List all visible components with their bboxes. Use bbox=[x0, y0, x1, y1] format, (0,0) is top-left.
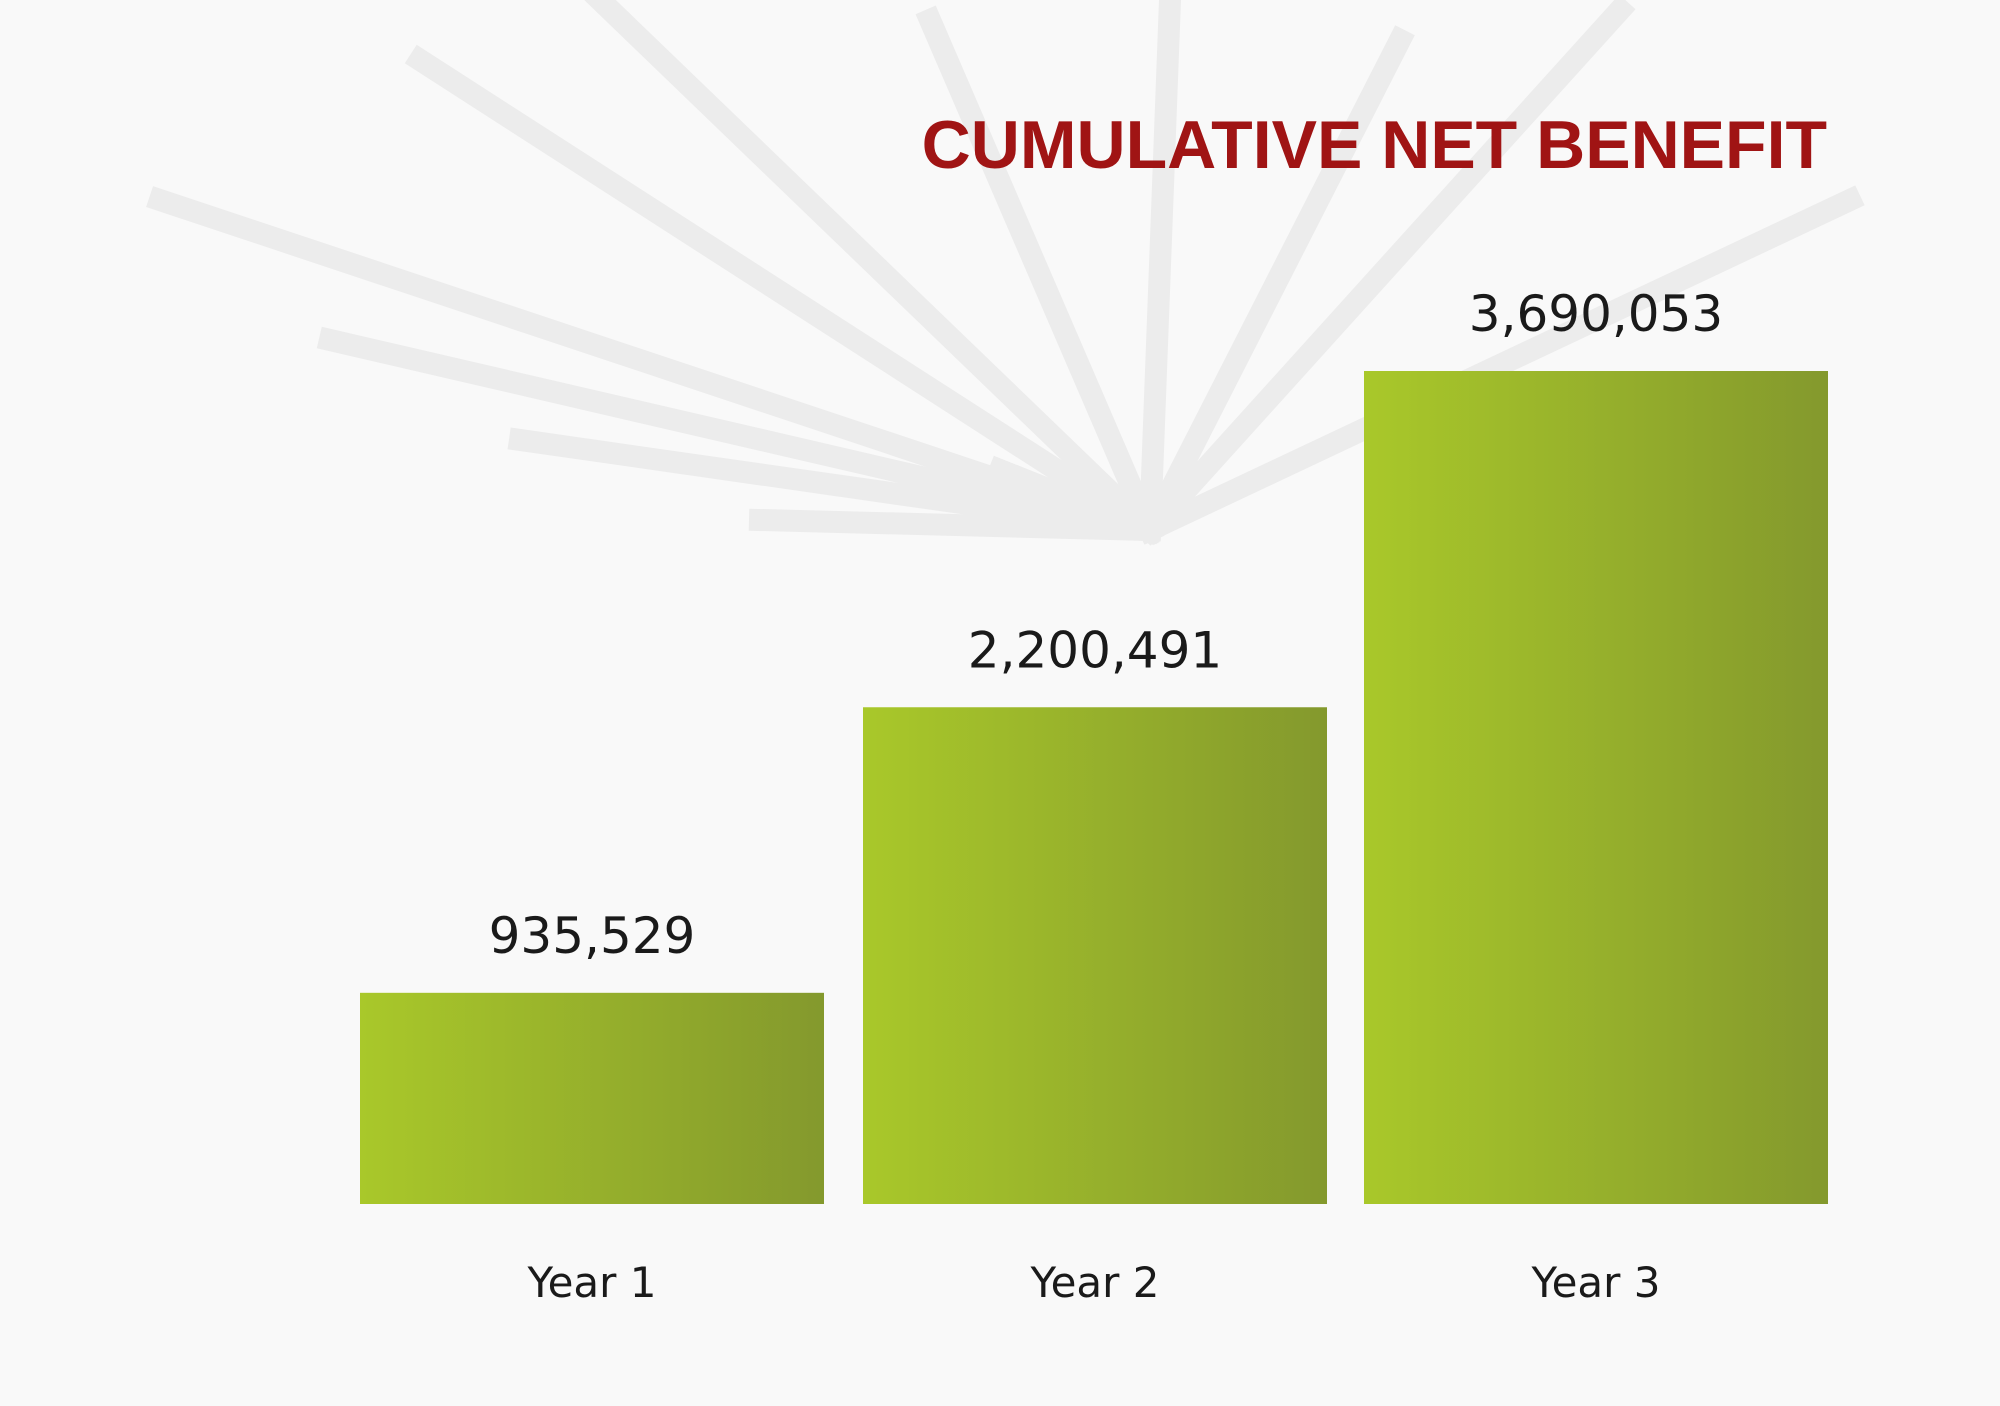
value-label: 935,529 bbox=[489, 907, 696, 965]
value-label: 2,200,491 bbox=[968, 621, 1222, 679]
chart-title: CUMULATIVE NET BENEFIT bbox=[922, 107, 1827, 183]
bar bbox=[863, 707, 1327, 1204]
x-tick-label: Year 2 bbox=[1030, 1258, 1160, 1307]
bar bbox=[360, 992, 824, 1204]
value-label: 3,690,053 bbox=[1469, 285, 1723, 343]
x-tick-label: Year 3 bbox=[1531, 1258, 1661, 1307]
x-tick-label: Year 1 bbox=[527, 1258, 657, 1307]
background-decoration bbox=[146, 0, 1865, 546]
bar bbox=[1364, 371, 1828, 1204]
